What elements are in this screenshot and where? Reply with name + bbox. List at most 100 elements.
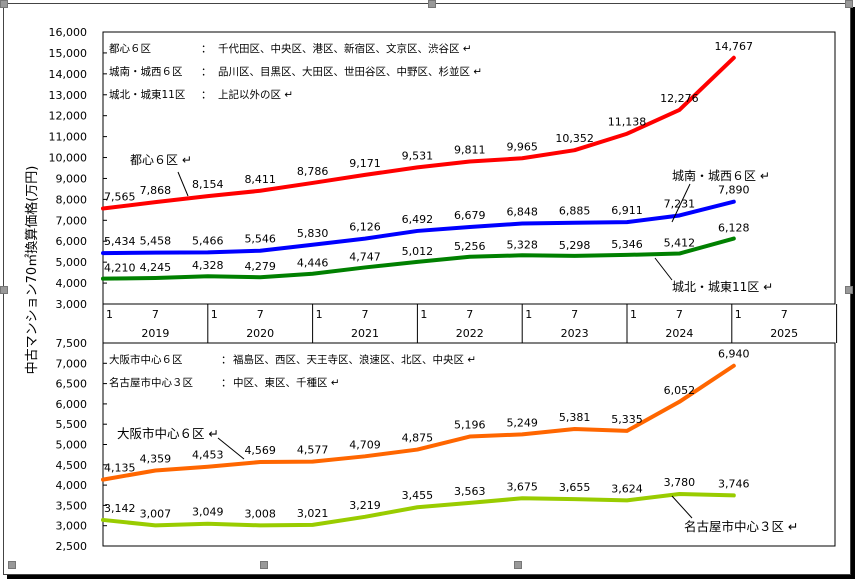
legend-note-sep: ： — [201, 66, 212, 78]
data-label: 6,492 — [402, 213, 434, 226]
x-month-label: 7 — [676, 308, 683, 321]
data-label: 5,012 — [402, 245, 434, 258]
data-label: 7,890 — [718, 184, 750, 197]
series-callout: 城北・城東11区 ↵ — [672, 280, 773, 294]
data-label: 6,940 — [718, 348, 750, 361]
legend-note-desc: 品川区、目黒区、大田区、世田谷区、中野区、杉並区 ↵ — [218, 65, 482, 78]
legend-note-name: 城南・城西６区 — [109, 65, 183, 78]
x-month-label: 7 — [362, 308, 369, 321]
data-label: 3,655 — [559, 481, 591, 494]
data-label: 11,138 — [608, 116, 647, 129]
data-label: 12,276 — [660, 92, 699, 105]
y-tick-label: 3,000 — [56, 520, 88, 533]
x-year-label: 2020 — [246, 327, 274, 340]
callout-leader — [217, 437, 245, 460]
resize-handle[interactable] — [260, 561, 268, 569]
callout-leader — [654, 257, 673, 281]
y-tick-label: 5,000 — [56, 256, 88, 269]
resize-handle[interactable] — [845, 286, 853, 294]
legend-note-name: 大阪市中心６区 — [109, 353, 183, 366]
series-line-大阪市中心６区 — [101, 363, 736, 482]
legend-note-name: 城北・城東11区 — [109, 88, 185, 101]
y-tick-label: 7,000 — [56, 357, 88, 370]
data-label: 5,830 — [297, 227, 329, 240]
data-label: 5,381 — [559, 411, 591, 424]
y-tick-label: 6,000 — [56, 398, 88, 411]
data-label: 5,335 — [611, 413, 643, 426]
series-callout: 名古屋市中心３区 ↵ — [684, 519, 798, 534]
series-line-名古屋市中心３区 — [101, 492, 736, 528]
series-line-都心６区 — [101, 55, 736, 211]
x-month-label: 7 — [152, 308, 159, 321]
legend-note-desc: 上記以外の区 ↵ — [218, 88, 293, 101]
data-label: 3,455 — [402, 489, 434, 502]
x-month-label: 1 — [525, 308, 532, 321]
data-label: 6,848 — [506, 205, 538, 218]
x-month-label: 1 — [420, 308, 427, 321]
data-label: 3,746 — [718, 477, 750, 490]
callout-leader — [671, 495, 693, 519]
data-label: 8,154 — [192, 178, 224, 191]
resize-handle[interactable] — [8, 561, 16, 569]
y-tick-label: 13,000 — [49, 89, 88, 102]
resize-handle[interactable] — [845, 0, 853, 8]
data-label: 3,624 — [611, 482, 643, 495]
y-tick-label: 10,000 — [49, 152, 88, 165]
resize-handle[interactable] — [428, 0, 436, 8]
x-year-label: 2023 — [561, 327, 589, 340]
y-tick-label: 9,000 — [56, 172, 88, 185]
x-month-label: 7 — [781, 308, 788, 321]
data-label: 3,563 — [454, 485, 486, 498]
y-tick-label: 7,500 — [56, 337, 88, 350]
resize-handle[interactable] — [0, 0, 8, 8]
data-label: 4,245 — [140, 261, 172, 274]
data-label: 5,412 — [664, 237, 696, 250]
legend-note-desc: 福島区、西区、天王寺区、浪速区、北区、中央区 ↵ — [233, 353, 476, 366]
y-tick-label: 2,500 — [56, 540, 88, 553]
data-label: 5,298 — [559, 239, 591, 252]
x-month-label: 1 — [630, 308, 637, 321]
data-label: 3,008 — [244, 507, 276, 520]
y-tick-label: 4,000 — [56, 479, 88, 492]
y-tick-label: 15,000 — [49, 47, 88, 60]
y-tick-label: 8,000 — [56, 193, 88, 206]
data-label: 3,142 — [104, 502, 136, 515]
data-label: 3,049 — [192, 506, 224, 519]
data-label: 6,126 — [349, 221, 381, 234]
legend-note-desc: 中区、東区、千種区 ↵ — [233, 376, 340, 389]
x-month-label: 7 — [571, 308, 578, 321]
data-label: 9,965 — [506, 140, 538, 153]
resize-handle[interactable] — [514, 561, 522, 569]
data-label: 4,135 — [104, 462, 136, 475]
data-label: 4,210 — [104, 262, 136, 275]
data-label: 6,911 — [611, 204, 643, 217]
data-label: 3,675 — [506, 480, 538, 493]
data-label: 4,577 — [297, 444, 329, 457]
y-tick-label: 6,500 — [56, 378, 88, 391]
resize-handle[interactable] — [0, 286, 8, 294]
data-label: 4,328 — [192, 259, 224, 272]
data-label: 6,128 — [718, 222, 750, 235]
x-year-label: 2022 — [456, 327, 484, 340]
x-month-label: 7 — [257, 308, 264, 321]
series-line-城北・城東11区 — [101, 236, 736, 281]
y-tick-label: 11,000 — [49, 131, 88, 144]
legend-note-sep: ： — [221, 354, 232, 366]
data-label: 7,565 — [104, 190, 136, 203]
y-tick-label: 3,000 — [56, 298, 88, 311]
data-label: 4,709 — [349, 438, 381, 451]
y-tick-label: 16,000 — [49, 26, 88, 39]
x-month-label: 1 — [211, 308, 218, 321]
data-label: 3,219 — [349, 499, 381, 512]
y-tick-label: 5,000 — [56, 439, 88, 452]
data-label: 4,569 — [244, 444, 276, 457]
legend-note-sep: ： — [221, 377, 232, 389]
x-year-label: 2021 — [351, 327, 379, 340]
data-label: 4,359 — [140, 453, 172, 466]
data-label: 6,679 — [454, 209, 486, 222]
data-label: 9,811 — [454, 143, 486, 156]
data-label: 5,249 — [506, 416, 538, 429]
data-label: 5,458 — [140, 235, 172, 248]
data-label: 4,875 — [402, 432, 434, 445]
